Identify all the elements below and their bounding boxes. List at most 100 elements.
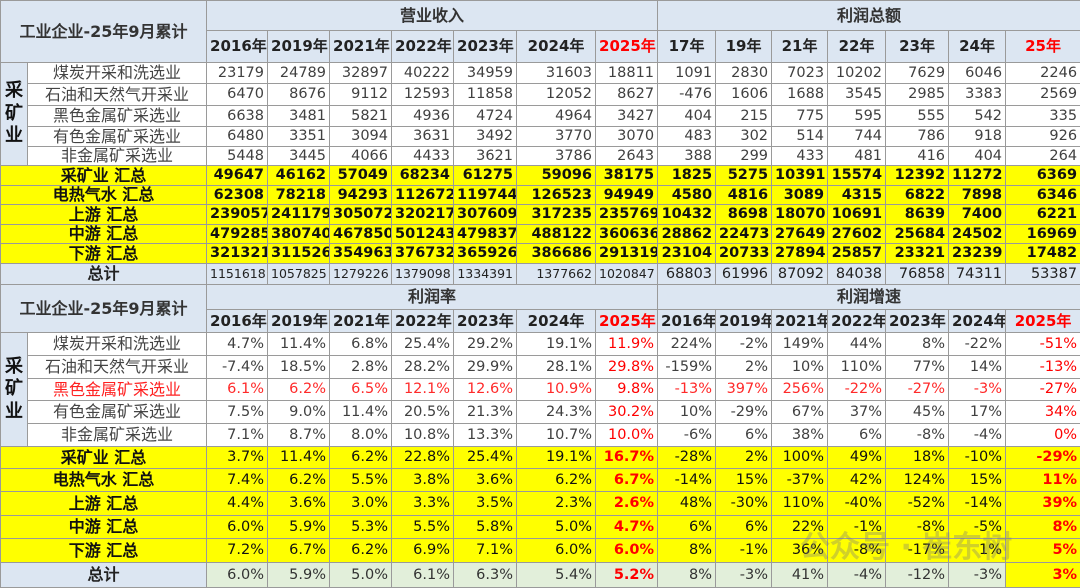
data-cell: 19.1%: [517, 333, 596, 356]
data-cell: -22%: [828, 379, 886, 401]
data-cell: 3%: [1006, 563, 1080, 588]
data-cell: 12392: [886, 166, 949, 186]
data-cell: 38%: [772, 424, 828, 447]
data-cell: 11%: [1006, 469, 1080, 492]
data-cell: 27894: [772, 244, 828, 264]
data-cell: 21.3%: [454, 401, 517, 424]
data-cell: 5275: [716, 166, 772, 186]
data-cell: 84038: [828, 264, 886, 285]
row-label: 下游 汇总: [1, 539, 207, 563]
year-header: 2025年: [1006, 310, 1080, 333]
table-title: 工业企业-25年9月累计: [1, 1, 207, 63]
data-cell: 67%: [772, 401, 828, 424]
data-cell: 17%: [949, 401, 1006, 424]
data-cell: 11272: [949, 166, 1006, 186]
data-cell: 311526: [268, 244, 330, 264]
data-cell: 1379098: [392, 264, 454, 285]
data-cell: 1377662: [517, 264, 596, 285]
data-cell: 4724: [454, 106, 517, 127]
data-cell: 8.7%: [268, 424, 330, 447]
data-cell: 6470: [207, 84, 268, 106]
data-cell: 49%: [828, 447, 886, 469]
data-cell: 1688: [772, 84, 828, 106]
data-cell: 2.8%: [330, 356, 392, 379]
data-cell: 376732: [392, 244, 454, 264]
data-cell: 5.0%: [517, 516, 596, 539]
data-cell: -29%: [1006, 447, 1080, 469]
data-cell: -3%: [716, 563, 772, 588]
year-header: 2019年: [268, 31, 330, 63]
year-header: 2023年: [886, 310, 949, 333]
data-cell: 4066: [330, 147, 392, 166]
data-cell: 481: [828, 147, 886, 166]
data-cell: 29.2%: [454, 333, 517, 356]
data-cell: 29.8%: [596, 356, 658, 379]
table-row: 石油和天然气开采业-7.4%18.5%2.8%28.2%29.9%28.1%29…: [1, 356, 1080, 379]
row-label: 煤炭开采和洗选业: [28, 63, 207, 84]
row-label: 总计: [1, 264, 207, 285]
data-cell: 94293: [330, 186, 392, 205]
data-cell: -1%: [828, 516, 886, 539]
data-cell: 4964: [517, 106, 596, 127]
data-cell: 36%: [772, 539, 828, 563]
data-cell: 74311: [949, 264, 1006, 285]
data-cell: 124%: [886, 469, 949, 492]
data-cell: 10%: [772, 356, 828, 379]
data-cell: 11.9%: [596, 333, 658, 356]
data-cell: 2830: [716, 63, 772, 84]
data-cell: -4%: [949, 424, 1006, 447]
data-cell: 44%: [828, 333, 886, 356]
data-cell: 8%: [886, 333, 949, 356]
data-cell: 7.4%: [207, 469, 268, 492]
year-header: 2016年: [207, 310, 268, 333]
data-cell: 6.2%: [268, 379, 330, 401]
data-cell: 112672: [392, 186, 454, 205]
data-cell: -51%: [1006, 333, 1080, 356]
data-cell: 3492: [454, 127, 517, 147]
data-cell: 110%: [772, 492, 828, 516]
data-cell: 10202: [828, 63, 886, 84]
data-cell: 59096: [517, 166, 596, 186]
data-cell: -37%: [772, 469, 828, 492]
data-cell: 6.7%: [596, 469, 658, 492]
data-cell: 5448: [207, 147, 268, 166]
data-cell: 2246: [1006, 63, 1080, 84]
data-cell: 305072: [330, 205, 392, 225]
data-cell: 6%: [716, 424, 772, 447]
data-cell: 3.8%: [392, 469, 454, 492]
row-label: 有色金属矿采选业: [28, 401, 207, 424]
data-cell: 4433: [392, 147, 454, 166]
data-cell: -1%: [716, 539, 772, 563]
data-cell: 15%: [949, 469, 1006, 492]
row-label: 电热气水 汇总: [1, 186, 207, 205]
data-cell: 34%: [1006, 401, 1080, 424]
data-cell: 335: [1006, 106, 1080, 127]
data-cell: -40%: [828, 492, 886, 516]
data-cell: 25.4%: [392, 333, 454, 356]
data-cell: 404: [658, 106, 716, 127]
data-cell: -13%: [658, 379, 716, 401]
data-cell: 48%: [658, 492, 716, 516]
data-cell: 25857: [828, 244, 886, 264]
data-cell: 6.1%: [392, 563, 454, 588]
data-cell: 11.4%: [268, 333, 330, 356]
data-cell: 30.2%: [596, 401, 658, 424]
row-label: 黑色金属矿采选业: [28, 379, 207, 401]
data-cell: -13%: [1006, 356, 1080, 379]
data-cell: 34959: [454, 63, 517, 84]
data-cell: 8%: [1006, 516, 1080, 539]
data-cell: 918: [949, 127, 1006, 147]
data-cell: 397%: [716, 379, 772, 401]
data-cell: -8%: [886, 516, 949, 539]
data-cell: 12.6%: [454, 379, 517, 401]
data-cell: 488122: [517, 225, 596, 244]
data-cell: 10.0%: [596, 424, 658, 447]
data-cell: 4315: [828, 186, 886, 205]
